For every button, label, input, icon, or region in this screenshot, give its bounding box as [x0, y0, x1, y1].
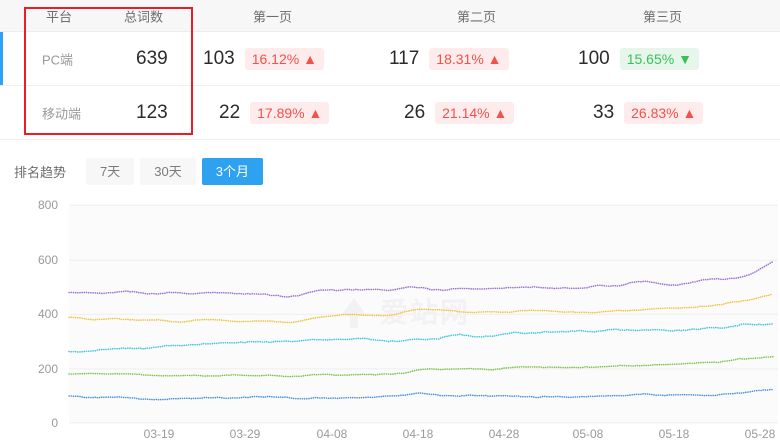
svg-text:04-08: 04-08: [317, 427, 348, 441]
svg-text:04-28: 04-28: [489, 427, 520, 441]
svg-text:0: 0: [51, 416, 58, 430]
svg-text:05-18: 05-18: [659, 427, 690, 441]
svg-text:400: 400: [38, 307, 58, 321]
svg-text:04-18: 04-18: [403, 427, 434, 441]
svg-text:200: 200: [38, 362, 58, 376]
svg-text:爱站网: 爱站网: [380, 297, 470, 328]
svg-text:03-29: 03-29: [230, 427, 261, 441]
svg-text:05-08: 05-08: [573, 427, 604, 441]
svg-text:05-28: 05-28: [745, 427, 776, 441]
svg-text:03-19: 03-19: [144, 427, 175, 441]
svg-text:600: 600: [38, 253, 58, 267]
svg-text:800: 800: [38, 198, 58, 212]
